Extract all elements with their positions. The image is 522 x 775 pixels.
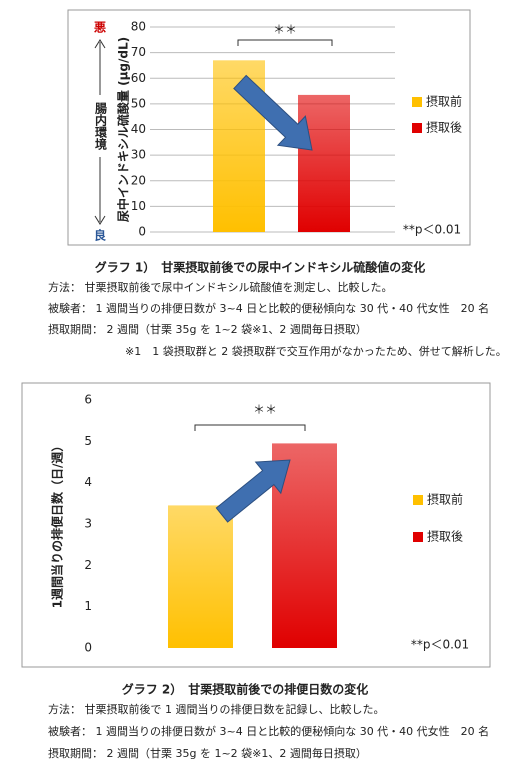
y-tick-label: 1	[84, 599, 92, 613]
arrow	[233, 74, 313, 151]
significance-mark: ＊＊	[253, 403, 277, 417]
legend-label: 摂取後	[427, 529, 463, 544]
legend-swatch	[413, 495, 423, 505]
y-axis-label: 尿中インドキシル硫酸量 (µg/dL)	[116, 37, 131, 222]
chart-frame	[21, 382, 491, 668]
y-tick-label: 70	[131, 45, 146, 59]
scale-middle: 腸内環境	[94, 102, 108, 151]
y-tick-label: 5	[84, 434, 92, 448]
caption-title: グラフ 1） 甘栗摂取前後での尿中インドキシル硫酸値の変化	[95, 260, 426, 275]
p-note: **p＜0.01	[403, 223, 461, 237]
y-tick-label: 6	[84, 393, 92, 407]
bar	[168, 505, 233, 648]
legend-swatch	[412, 123, 422, 133]
significance-bracket	[194, 424, 306, 431]
legend-label: 摂取前	[427, 492, 463, 507]
bar	[298, 94, 350, 232]
caption-note: 摂取期間： 2 週間（甘栗 35g を 1~2 袋※1、2 週間毎日摂取）	[48, 322, 367, 336]
scale-bottom: 良	[94, 228, 106, 243]
scale-top: 悪	[94, 21, 106, 35]
y-tick-label: 50	[131, 96, 146, 110]
legend-label: 摂取前	[426, 94, 462, 109]
y-axis-label: 1週間当りの排便日数（日/週）	[50, 440, 65, 609]
legend-swatch	[413, 532, 423, 542]
y-tick-label: 3	[84, 517, 92, 531]
chart-frame	[67, 9, 471, 246]
caption-note: 摂取期間： 2 週間（甘栗 35g を 1~2 袋※1、2 週間毎日摂取）	[48, 746, 367, 760]
p-note: **p＜0.01	[411, 638, 469, 652]
legend-swatch	[412, 97, 422, 107]
scale-arrow-head	[94, 39, 106, 225]
caption-note: ※1 1 袋摂取群と 2 袋摂取群で交互作用がなかったため、併せて解析した。	[125, 344, 507, 358]
legend-label: 摂取後	[426, 120, 462, 135]
scale-mask	[90, 95, 110, 157]
y-tick-label: 40	[131, 122, 146, 136]
y-tick-label: 20	[131, 173, 146, 187]
significance-mark: ＊＊	[273, 23, 297, 37]
y-tick-label: 60	[131, 71, 146, 85]
y-tick-label: 2	[84, 558, 92, 572]
y-tick-label: 0	[84, 641, 92, 655]
significance-bracket	[237, 39, 333, 46]
caption-title: グラフ 2） 甘栗摂取前後での排便日数の変化	[122, 682, 369, 697]
caption-note: 被験者： 1 週間当りの排便日数が 3~4 日と比較的便秘傾向な 30 代・40…	[48, 724, 489, 738]
caption-note: 方法： 甘栗摂取前後で尿中インドキシル硫酸値を測定し、比較した。	[48, 280, 393, 294]
y-tick-label: 0	[138, 225, 146, 239]
y-tick-label: 30	[131, 148, 146, 162]
arrow	[215, 459, 291, 523]
caption-note: 被験者： 1 週間当りの排便日数が 3~4 日と比較的便秘傾向な 30 代・40…	[48, 301, 489, 315]
y-tick-label: 4	[84, 475, 92, 489]
caption-note: 方法： 甘栗摂取前後で 1 週間当りの排便日数を記録し、比較した。	[48, 702, 385, 716]
y-tick-label: 10	[131, 199, 146, 213]
y-tick-label: 80	[131, 20, 146, 34]
